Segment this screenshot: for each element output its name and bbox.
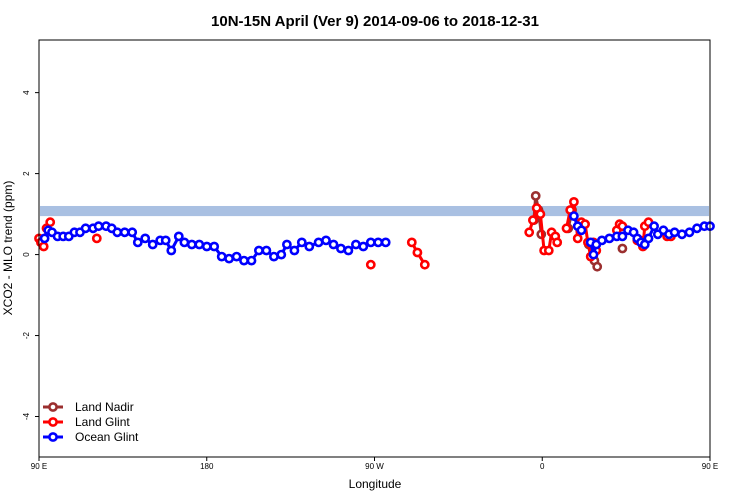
- data-point: [261, 245, 272, 256]
- legend-swatch-marker: [48, 417, 58, 427]
- x-tick-label: 0: [540, 462, 545, 471]
- data-point: [281, 239, 292, 250]
- data-point: [588, 249, 599, 260]
- data-point: [343, 245, 354, 256]
- x-axis-label: Longitude: [349, 477, 402, 491]
- data-point: [119, 227, 130, 238]
- x-tick-label: 90 W: [365, 462, 384, 471]
- data-point: [39, 233, 50, 244]
- data-point: [253, 245, 264, 256]
- x-tick-label: 180: [200, 462, 214, 471]
- data-point: [419, 259, 430, 270]
- data-point: [528, 215, 538, 226]
- data-point: [335, 243, 346, 254]
- legend-swatch-marker: [48, 432, 58, 442]
- y-tick-label: 4: [22, 90, 31, 95]
- data-point: [239, 255, 249, 266]
- data-point: [140, 233, 151, 244]
- data-point: [406, 237, 417, 248]
- data-point: [358, 241, 369, 252]
- legend-item: Ocean Glint: [43, 430, 139, 444]
- data-point: [561, 223, 572, 234]
- y-tick-label: 2: [22, 171, 31, 176]
- data-point: [535, 209, 546, 219]
- legend-item: Land Nadir: [43, 400, 134, 414]
- data-point: [160, 235, 171, 246]
- data-point: [296, 237, 307, 248]
- data-point: [617, 231, 628, 242]
- data-point: [246, 255, 257, 266]
- data-point: [597, 235, 607, 246]
- legend-item: Land Glint: [43, 415, 130, 429]
- data-point: [304, 241, 315, 252]
- data-point: [173, 231, 184, 242]
- data-point: [373, 237, 384, 248]
- data-point: [321, 235, 331, 246]
- data-point: [209, 241, 220, 252]
- series-2: [39, 211, 715, 266]
- data-point: [132, 237, 143, 248]
- plot-area: [34, 190, 715, 272]
- data-point: [350, 239, 361, 250]
- data-point: [166, 245, 177, 256]
- y-tick-label: -4: [22, 412, 31, 420]
- data-point: [216, 251, 227, 262]
- data-point: [524, 227, 535, 238]
- data-point: [649, 221, 659, 232]
- legend-label: Land Nadir: [75, 400, 134, 414]
- y-tick-label: 0: [22, 252, 31, 257]
- plot-frame: [38, 39, 711, 458]
- data-point: [186, 239, 197, 250]
- x-tick-label: 90 E: [31, 462, 47, 471]
- data-point: [289, 245, 300, 256]
- data-point: [93, 221, 104, 232]
- data-point: [412, 247, 423, 258]
- data-point: [365, 259, 376, 270]
- x-axis: 90 E 180 90 W 0 90 E: [31, 457, 718, 471]
- data-point: [224, 253, 234, 264]
- data-point: [552, 237, 563, 248]
- data-point: [576, 225, 587, 236]
- data-point: [147, 239, 158, 250]
- chart-title: 10N-15N April (Ver 9) 2014-09-06 to 2018…: [211, 13, 539, 30]
- y-tick-label: -2: [22, 331, 31, 339]
- data-point: [684, 227, 695, 238]
- data-point: [677, 229, 687, 240]
- data-point: [231, 251, 242, 262]
- legend-label: Ocean Glint: [75, 430, 139, 444]
- data-point: [276, 249, 287, 260]
- data-point: [572, 233, 583, 244]
- data-point: [328, 239, 339, 250]
- y-axis: 4 2 0 -2 -4: [22, 90, 39, 420]
- legend-label: Land Glint: [75, 415, 130, 429]
- data-point: [669, 227, 680, 238]
- data-point: [268, 251, 279, 262]
- data-point: [38, 241, 49, 252]
- data-point: [80, 223, 91, 234]
- data-point: [592, 261, 603, 272]
- data-point: [643, 233, 654, 244]
- data-point: [91, 233, 102, 244]
- y-axis-label: XCO2 - MLO trend (ppm): [1, 181, 15, 316]
- data-point: [604, 233, 615, 244]
- data-point: [530, 190, 541, 201]
- data-point: [313, 237, 324, 248]
- data-point: [569, 196, 579, 207]
- data-point: [45, 217, 56, 228]
- x-tick-label: 90 E: [702, 462, 718, 471]
- data-point: [543, 245, 554, 256]
- data-point: [569, 211, 579, 221]
- data-point: [380, 237, 391, 248]
- band-rect: [40, 205, 709, 217]
- legend-swatch-marker: [48, 402, 58, 412]
- data-point: [617, 243, 628, 254]
- data-point: [194, 239, 205, 250]
- data-point: [127, 227, 138, 238]
